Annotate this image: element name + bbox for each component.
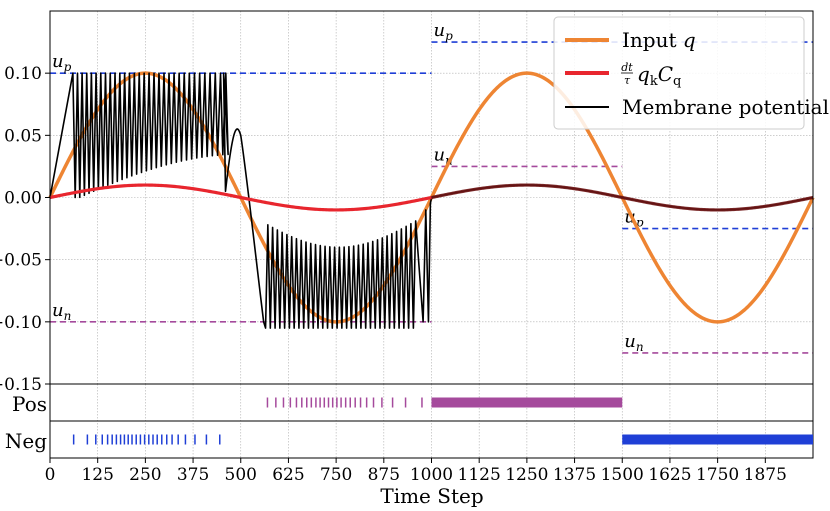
x-tick-label: 1000	[410, 465, 453, 485]
x-tick-label: 625	[272, 465, 304, 485]
legend-label-input: Input q	[622, 28, 696, 52]
axis-ticks: 0 125 250 375 500 625 750 875 1000 1125 1250 1375 15…	[0, 64, 787, 485]
legend-label-update: dt τ qkCq	[621, 61, 681, 89]
series-update-second	[431, 183, 814, 212]
threshold-label: up	[434, 20, 454, 43]
x-axis-label: Time Step	[380, 484, 483, 508]
spike-band	[622, 434, 813, 445]
x-tick-label: 1125	[458, 465, 501, 485]
y-tick-label: −0.10	[0, 313, 42, 333]
legend: Input q dt τ qkCq Membrane potential	[553, 16, 829, 130]
y-tick-label: −0.15	[0, 375, 42, 395]
x-tick-label: 0	[45, 465, 56, 485]
x-tick-label: 750	[320, 465, 352, 485]
spike-row-label-neg: Neg	[5, 429, 47, 453]
x-tick-label: 1875	[744, 465, 787, 485]
spike-row-label-pos: Pos	[12, 392, 47, 416]
x-tick-label: 1375	[553, 465, 596, 485]
y-tick-label: 0.00	[4, 189, 42, 209]
svg-text:qkCq: qkCq	[637, 62, 681, 89]
threshold-label: un	[624, 331, 643, 354]
x-tick-label: 250	[129, 465, 161, 485]
spike-band	[431, 397, 623, 408]
svg-text:dt: dt	[621, 61, 633, 74]
series-layer	[48, 71, 815, 329]
series-update	[49, 183, 432, 212]
threshold-label: un	[52, 300, 71, 323]
legend-frame	[553, 16, 805, 130]
y-tick-label: 0.05	[4, 126, 42, 146]
x-tick-label: 875	[368, 465, 400, 485]
x-tick-label: 1750	[696, 465, 739, 485]
legend-label-membrane: Membrane potential	[622, 95, 829, 119]
threshold-label: up	[52, 51, 72, 74]
x-tick-label: 500	[225, 465, 257, 485]
x-tick-label: 1625	[648, 465, 691, 485]
spike-rows	[72, 397, 813, 445]
x-tick-label: 1500	[601, 465, 644, 485]
x-tick-label: 1250	[505, 465, 548, 485]
svg-text:τ: τ	[624, 74, 631, 87]
y-tick-label: 0.10	[4, 64, 42, 84]
y-tick-label: −0.05	[0, 251, 42, 271]
x-tick-label: 375	[177, 465, 209, 485]
x-tick-label: 125	[81, 465, 113, 485]
